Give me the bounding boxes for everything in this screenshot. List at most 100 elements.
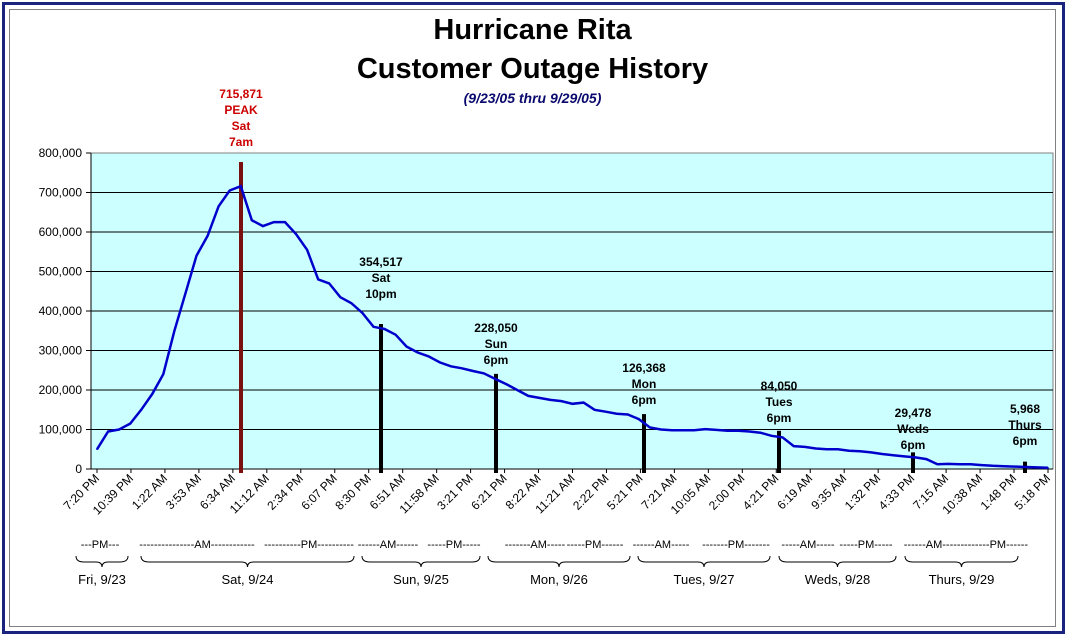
data-point [1002, 465, 1005, 468]
marker-annotation-line: 6pm [901, 438, 926, 452]
x-tick-label: 2:00 PM [706, 471, 748, 513]
data-point [848, 450, 850, 452]
data-point [118, 428, 120, 431]
data-point [483, 372, 485, 375]
marker-annotation-line: Tues [765, 395, 792, 409]
day-period-label: ------AM------ [358, 539, 419, 551]
data-point [859, 450, 861, 453]
x-tick-label: 3:53 AM [163, 471, 204, 512]
data-point [1025, 466, 1027, 468]
day-period-label: -------PM------ [964, 539, 1028, 551]
day-label: Sun, 9/25 [393, 572, 449, 587]
data-point [958, 463, 961, 466]
data-point [140, 408, 143, 411]
x-tick-label: 1:48 PM [978, 471, 1020, 513]
day-label: Fri, 9/23 [78, 572, 126, 587]
data-point [604, 410, 607, 413]
data-point [339, 296, 342, 298]
x-tick-label: 3:21 PM [434, 471, 476, 513]
data-point [472, 370, 474, 372]
data-point [881, 453, 883, 455]
data-point [427, 355, 430, 358]
y-tick-label: 400,000 [39, 304, 83, 318]
data-point [704, 428, 706, 430]
data-point [173, 329, 176, 332]
day-period-label: -----PM----- [839, 539, 892, 551]
peak-annotation-line: 7am [229, 135, 253, 149]
day-brace [361, 555, 481, 568]
data-point [914, 456, 917, 459]
data-point [870, 451, 872, 454]
day-period-label: -------PM------- [702, 539, 770, 551]
data-point [96, 448, 98, 451]
day-brace [637, 555, 771, 568]
x-tick-label: 1:32 PM [842, 471, 884, 513]
data-point [295, 233, 297, 235]
day-period-label: -------AM----- [505, 539, 566, 551]
marker-annotation-line: 6pm [632, 393, 657, 407]
y-tick-label: 300,000 [39, 344, 83, 358]
day-period-label: ----------PM---------- [264, 539, 354, 551]
y-tick-label: 600,000 [39, 225, 83, 239]
data-point [228, 189, 231, 192]
data-point [660, 428, 662, 431]
chart-subtitle: (9/23/05 thru 9/29/05) [463, 90, 602, 106]
day-brace [778, 555, 897, 568]
data-point [350, 302, 353, 304]
data-point [803, 446, 806, 448]
x-tick-label: 4:21 PM [740, 471, 782, 513]
data-point [748, 430, 751, 433]
data-point [162, 373, 165, 376]
data-point [615, 412, 618, 415]
data-point [980, 464, 983, 466]
day-label: Mon, 9/26 [530, 572, 588, 587]
data-point [593, 408, 596, 411]
data-point [671, 429, 673, 432]
data-point [693, 429, 695, 432]
data-point [505, 383, 507, 385]
data-point [129, 422, 131, 425]
data-point [1036, 466, 1038, 469]
marker-annotation-line: 29,478 [895, 406, 932, 420]
data-point [947, 463, 950, 465]
data-point [151, 393, 154, 395]
data-point [195, 254, 198, 257]
marker-annotation-line: 354,517 [359, 255, 403, 269]
data-point [770, 435, 773, 437]
day-label: Weds, 9/28 [805, 572, 871, 587]
day-brace [75, 555, 129, 568]
x-tick-label: 2:22 PM [570, 471, 612, 513]
data-point [361, 312, 364, 314]
data-point [461, 367, 463, 370]
marker-annotation-line: 10pm [365, 287, 396, 301]
marker-annotation-line: Mon [632, 377, 657, 391]
day-brace [140, 555, 355, 568]
data-point [416, 351, 419, 354]
marker-annotation-line: Sat [372, 271, 391, 285]
data-point [284, 221, 286, 223]
marker-annotation-line: Weds [897, 422, 929, 436]
x-tick-label: 6:19 AM [774, 471, 815, 512]
marker-annotation-line: 126,368 [622, 361, 666, 375]
data-point [549, 399, 552, 401]
marker-annotation-line: 6pm [767, 411, 792, 425]
y-tick-label: 200,000 [39, 383, 83, 397]
marker-annotation-line: 6pm [1013, 434, 1038, 448]
x-tick-label: 6:07 PM [298, 471, 340, 513]
x-tick-label: 9:35 AM [808, 471, 849, 512]
marker-annotation-line: Thurs [1008, 418, 1042, 432]
day-period-label: ---PM--- [81, 539, 120, 551]
data-point [726, 429, 729, 432]
data-point [737, 429, 740, 432]
data-point [925, 458, 928, 460]
data-point [582, 401, 585, 404]
data-point [903, 455, 906, 458]
data-point [206, 235, 209, 237]
data-point [239, 185, 242, 188]
day-brace [904, 555, 1019, 568]
data-point [217, 205, 220, 208]
data-point [538, 397, 541, 399]
data-point [527, 395, 530, 397]
